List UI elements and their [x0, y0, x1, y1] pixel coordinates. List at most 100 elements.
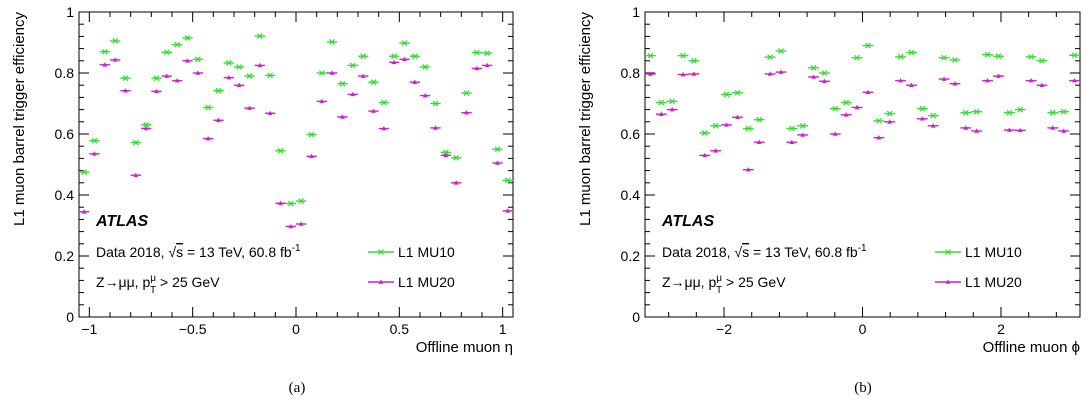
point-marker	[101, 48, 108, 55]
data-point	[492, 146, 503, 153]
point-marker	[843, 112, 849, 117]
data-point	[688, 71, 700, 76]
data-point	[840, 112, 852, 117]
data-point	[1014, 106, 1026, 113]
point-marker	[277, 147, 284, 154]
data-point	[234, 82, 245, 87]
point-marker	[648, 71, 653, 76]
data-point	[764, 54, 776, 61]
point-marker	[756, 116, 763, 123]
data-point	[440, 149, 451, 156]
point-marker	[278, 200, 283, 206]
point-marker	[680, 52, 686, 59]
data-point	[99, 62, 110, 67]
point-marker	[843, 99, 850, 106]
point-marker	[153, 75, 160, 82]
data-point	[655, 111, 667, 116]
data-point	[182, 35, 193, 41]
data-point	[655, 99, 667, 106]
point-marker	[194, 56, 201, 63]
point-marker	[1050, 125, 1056, 130]
point-marker	[442, 149, 449, 156]
point-marker	[724, 122, 729, 127]
point-marker	[734, 89, 741, 96]
data-point	[971, 128, 983, 133]
data-point	[399, 40, 410, 47]
point-marker	[952, 56, 958, 63]
data-point	[203, 104, 214, 111]
y-tick-label: 0	[66, 309, 74, 325]
point-marker	[443, 152, 449, 158]
data-point	[141, 121, 152, 128]
point-marker	[267, 72, 274, 79]
data-point	[409, 53, 420, 60]
point-marker	[143, 125, 149, 131]
data-point	[316, 70, 327, 76]
point-marker	[941, 54, 947, 61]
point-marker	[340, 114, 345, 119]
data-point	[721, 122, 732, 127]
data-point	[645, 52, 656, 59]
data-point	[829, 131, 841, 136]
data-point	[786, 139, 798, 145]
point-marker	[658, 99, 665, 106]
point-marker	[865, 42, 871, 49]
data-point	[808, 64, 819, 71]
point-marker	[996, 73, 1001, 78]
data-point	[130, 139, 141, 146]
data-point	[840, 99, 852, 106]
point-marker	[174, 78, 180, 83]
data-point	[1025, 53, 1037, 60]
data-point	[862, 89, 874, 95]
point-marker	[360, 73, 366, 78]
data-point	[172, 78, 183, 83]
data-point	[430, 100, 441, 107]
point-marker	[1017, 106, 1024, 113]
point-marker	[1028, 78, 1034, 83]
data-point	[482, 50, 493, 57]
series-l1-mu20	[645, 69, 1080, 172]
data-point	[368, 79, 379, 86]
data-point	[884, 119, 896, 124]
plot-frame	[78, 11, 514, 318]
point-marker	[92, 151, 97, 156]
point-marker	[256, 33, 263, 40]
data-point	[873, 135, 885, 140]
data-point	[79, 169, 90, 176]
data-point	[971, 108, 983, 115]
point-marker	[267, 110, 273, 116]
point-marker	[494, 146, 501, 153]
data-point	[1047, 125, 1059, 130]
point-marker	[329, 38, 336, 45]
point-marker	[898, 78, 903, 83]
point-marker	[81, 169, 88, 176]
point-marker	[712, 122, 719, 129]
data-point	[347, 62, 358, 69]
point-marker	[973, 108, 980, 115]
point-marker	[298, 221, 304, 226]
point-marker	[401, 40, 408, 47]
data-point	[161, 49, 172, 56]
data-point	[797, 122, 809, 129]
data-point	[949, 56, 961, 63]
point-marker	[984, 51, 991, 58]
data-point	[337, 114, 348, 119]
data-point	[244, 73, 255, 79]
point-marker	[381, 125, 387, 131]
point-marker	[132, 139, 139, 146]
point-marker	[195, 70, 201, 75]
point-marker	[886, 110, 893, 117]
point-marker	[897, 53, 904, 60]
data-point	[306, 153, 317, 159]
point-marker	[1060, 108, 1067, 115]
data-point	[916, 116, 928, 121]
series-l1-mu20	[79, 56, 513, 229]
point-marker	[370, 79, 377, 86]
point-marker	[257, 62, 263, 68]
data-point	[993, 73, 1004, 78]
data-point	[895, 53, 907, 60]
point-marker	[745, 125, 752, 132]
point-marker	[974, 128, 980, 133]
point-marker	[422, 63, 429, 70]
data-point	[316, 98, 327, 104]
